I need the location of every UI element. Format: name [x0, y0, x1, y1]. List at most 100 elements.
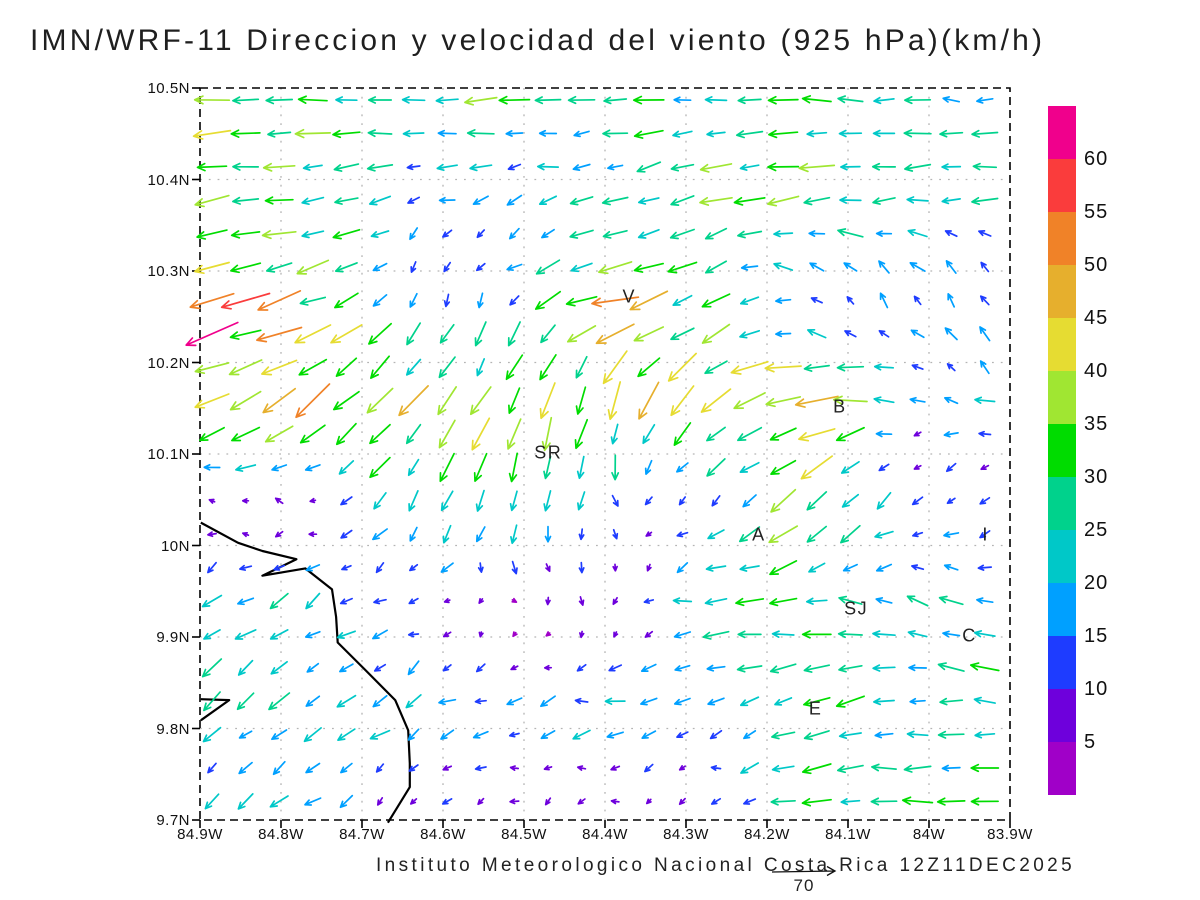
wind-arrow [808, 562, 826, 573]
wind-arrow [578, 561, 585, 574]
wind-arrow [936, 797, 966, 806]
wind-arrow [573, 130, 590, 138]
wind-arrow [939, 129, 964, 138]
wind-arrow [272, 760, 286, 776]
wind-arrow [305, 762, 321, 774]
wind-arrow [670, 385, 695, 417]
wind-arrow [508, 452, 519, 483]
wind-arrow [678, 496, 687, 506]
wind-arrow [505, 130, 524, 137]
wind-arrow [974, 731, 996, 739]
wind-arrow [438, 356, 456, 379]
wind-arrow [193, 95, 231, 105]
wind-arrow [969, 662, 1000, 672]
wind-arrow [603, 96, 628, 105]
wind-arrow [232, 96, 260, 105]
wind-arrow [878, 329, 890, 338]
wind-arrow [640, 663, 657, 672]
wind-arrow [676, 562, 689, 574]
wind-arrow [840, 163, 861, 171]
wind-arrow [506, 418, 522, 450]
wind-arrow [578, 596, 585, 606]
wind-arrow [335, 96, 358, 104]
colorbar-segment [1048, 265, 1076, 318]
lon-tick-label: 84W [912, 826, 946, 843]
wind-arrow [337, 728, 356, 741]
wind-arrow [509, 798, 520, 805]
colorbar-segment [1048, 583, 1076, 636]
wind-arrow [739, 564, 760, 572]
wind-arrow [947, 293, 956, 308]
wind-arrow [941, 764, 961, 772]
wind-arrow [372, 294, 388, 307]
wind-arrow [773, 262, 794, 271]
wind-arrow [873, 396, 895, 404]
wind-arrow [338, 460, 355, 475]
wind-arrow [271, 464, 288, 472]
wind-arrow [773, 230, 794, 238]
wind-arrow [838, 731, 862, 740]
wind-arrow [507, 163, 522, 171]
wind-arrow [768, 129, 799, 139]
wind-arrow [667, 261, 698, 274]
colorbar-segment [1048, 106, 1076, 159]
wind-arrow [201, 658, 223, 678]
wind-arrow [937, 730, 965, 739]
wind-arrow [973, 696, 996, 705]
wind-arrow [673, 631, 692, 639]
wind-arrow [370, 355, 390, 379]
wind-arrow [405, 694, 422, 709]
wind-arrow [340, 762, 353, 774]
wind-arrow [946, 363, 956, 372]
wind-arrow [309, 497, 317, 504]
wind-arrow [946, 497, 956, 505]
wind-arrow [508, 731, 520, 738]
wind-arrow [270, 660, 288, 675]
wind-arrow [611, 494, 619, 507]
wind-arrow [743, 798, 757, 805]
wind-arrow [837, 95, 864, 104]
wind-arrow [640, 697, 658, 706]
wind-arrow [636, 161, 662, 173]
wind-arrow [402, 129, 425, 138]
wind-arrow [566, 325, 597, 343]
wind-arrow [443, 261, 452, 273]
wind-arrow [301, 230, 325, 239]
reference-vector-label: 70 [793, 876, 815, 895]
wind-arrow [909, 697, 926, 705]
wind-arrow [801, 630, 832, 639]
wind-arrow [194, 393, 230, 409]
wind-arrow [704, 260, 728, 274]
wind-arrow [843, 262, 858, 272]
colorbar-label: 50 [1084, 254, 1109, 276]
wind-arrow [637, 197, 660, 205]
wind-arrow [610, 423, 619, 445]
wind-arrow [576, 663, 587, 672]
chart-title: IMN/WRF-11 Direccion y velocidad del vie… [30, 24, 1046, 57]
wind-arrow [979, 295, 990, 306]
wind-arrow [913, 295, 922, 306]
wind-arrow [942, 96, 961, 103]
lon-tick-label: 84.9W [177, 826, 223, 843]
wind-arrow [510, 664, 519, 671]
wind-arrow [332, 129, 361, 139]
wind-arrow [769, 597, 798, 607]
wind-arrow [707, 697, 725, 706]
wind-arrow [775, 297, 792, 304]
wind-arrow [576, 765, 587, 771]
wind-arrow [269, 629, 289, 640]
wind-arrow [207, 531, 217, 538]
wind-arrow [875, 230, 893, 237]
wind-arrow [512, 631, 518, 638]
wind-arrow [806, 525, 828, 543]
wind-arrow [939, 697, 964, 706]
wind-arrow [185, 321, 239, 347]
wind-arrow [903, 764, 932, 773]
wind-arrow [875, 430, 893, 438]
wind-arrow [538, 129, 558, 137]
wind-arrow [979, 360, 990, 375]
wind-arrow [407, 631, 420, 638]
wind-arrow [567, 95, 596, 105]
wind-arrow [704, 597, 728, 606]
city-label-v: V [622, 286, 637, 307]
